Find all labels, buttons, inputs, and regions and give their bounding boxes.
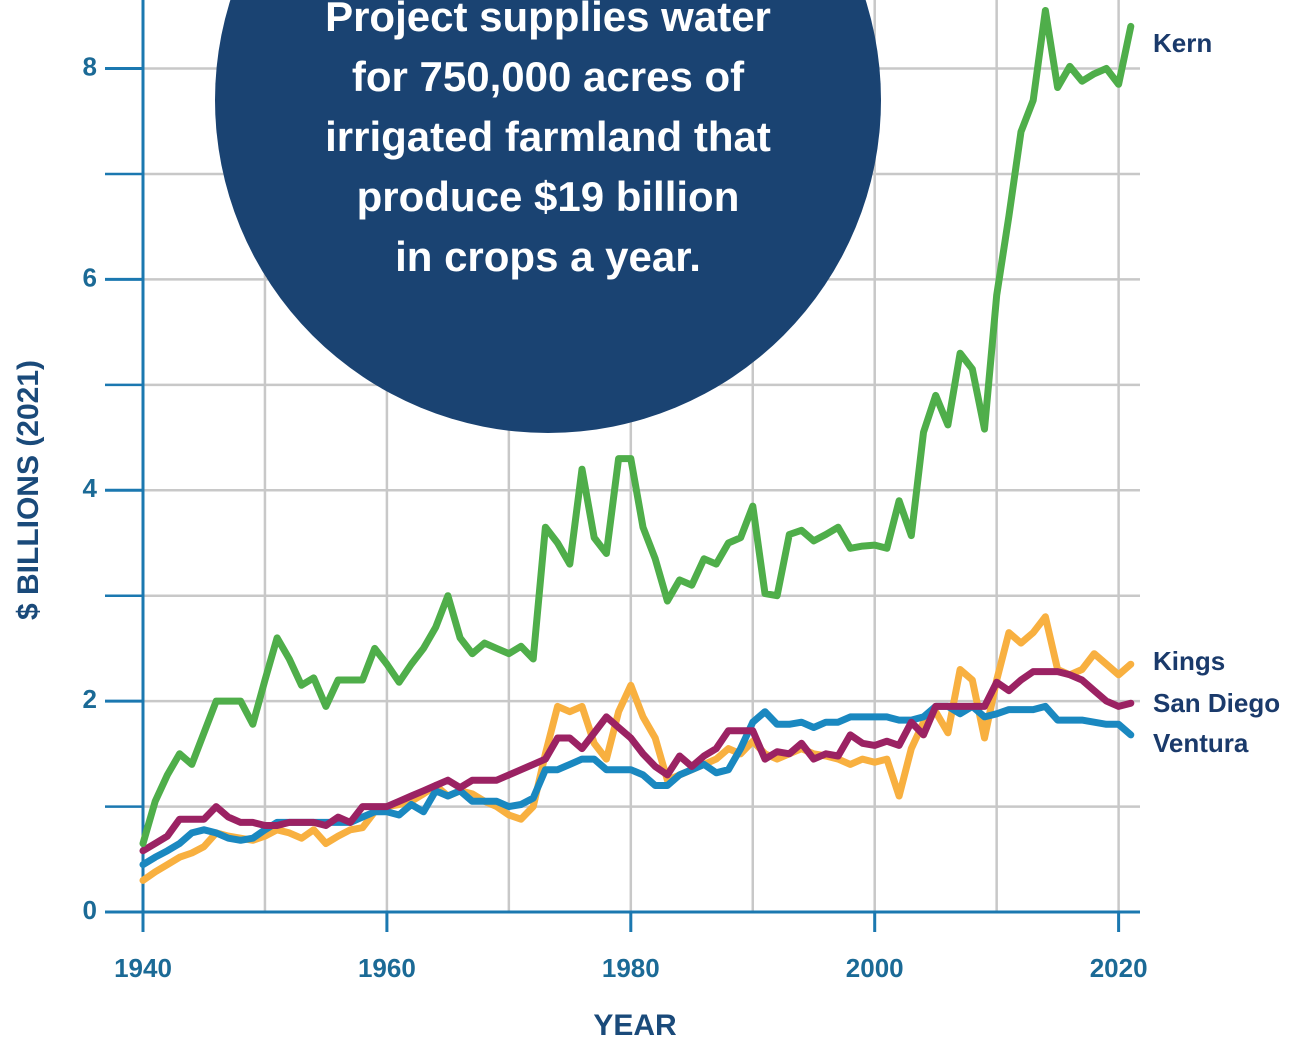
annotation-line: Project supplies water <box>325 0 771 40</box>
y-tick-label: 0 <box>83 895 97 925</box>
series-label: San Diego <box>1153 688 1280 718</box>
series-label: Kings <box>1153 646 1225 676</box>
annotation-line: produce $19 billion <box>357 173 740 220</box>
y-tick-label: 6 <box>83 262 97 292</box>
series-line <box>139 7 1135 847</box>
series-label: Ventura <box>1153 728 1249 758</box>
x-tick-label: 1940 <box>114 953 172 983</box>
series-line <box>139 613 1135 884</box>
series-line <box>139 668 1135 855</box>
annotation-line: in crops a year. <box>395 233 701 280</box>
annotation-line: irrigated farmland that <box>325 113 771 160</box>
x-axis-title: YEAR <box>593 1009 677 1042</box>
y-tick-label: 4 <box>83 473 98 503</box>
x-tick-label: 1960 <box>358 953 416 983</box>
x-tick-label: 1980 <box>602 953 660 983</box>
annotation-bubble <box>215 0 881 433</box>
x-tick-label: 2020 <box>1090 953 1148 983</box>
annotation-line: for 750,000 acres of <box>352 53 745 100</box>
series-label: Kern <box>1153 28 1212 58</box>
x-tick-label: 2000 <box>846 953 904 983</box>
y-tick-label: 2 <box>83 684 97 714</box>
y-axis-title: $ BILLIONS (2021) <box>12 360 45 620</box>
y-tick-label: 8 <box>83 51 97 81</box>
